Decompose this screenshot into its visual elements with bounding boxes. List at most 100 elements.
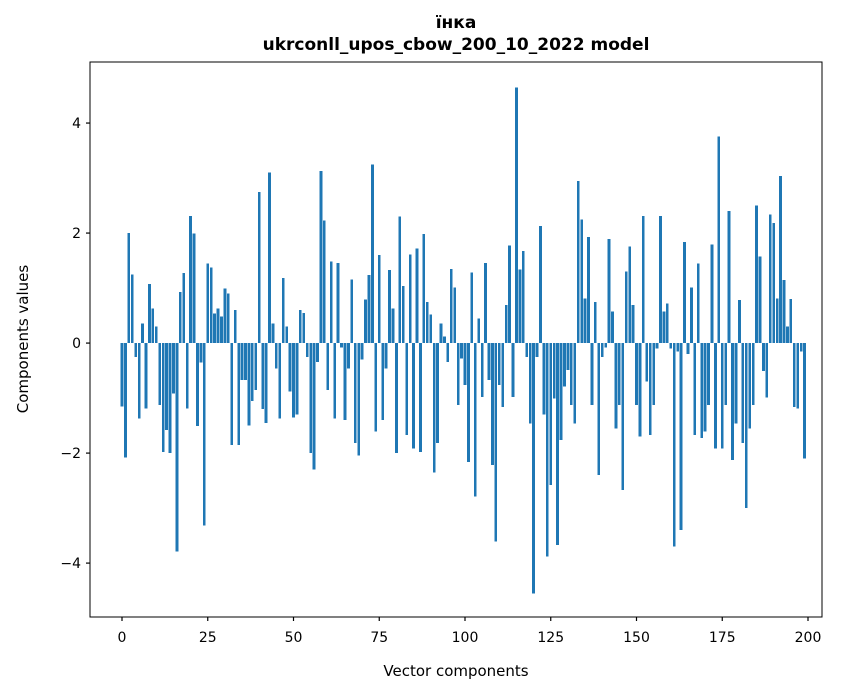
bar [247, 343, 251, 426]
bar [580, 219, 583, 344]
bar [765, 343, 769, 398]
bar [748, 343, 752, 429]
y-tick-label: 4 [72, 116, 81, 132]
bar [326, 343, 330, 390]
bar [391, 308, 395, 344]
bar [302, 312, 306, 344]
x-tick-label: 0 [118, 630, 127, 646]
bar [185, 343, 189, 409]
bar [738, 300, 741, 344]
bar [655, 343, 659, 349]
bar [621, 343, 625, 490]
bar [257, 191, 261, 344]
bar [518, 269, 522, 344]
bar [295, 343, 299, 415]
bar [347, 343, 350, 369]
bar [350, 279, 354, 344]
bar [237, 343, 240, 445]
bar [412, 343, 415, 449]
bar [172, 343, 175, 394]
bar [714, 343, 717, 449]
bar [360, 343, 364, 360]
bar [803, 343, 806, 459]
bar [641, 216, 645, 344]
bar [515, 87, 518, 344]
bar [569, 343, 573, 406]
bar [278, 343, 282, 419]
bar [124, 343, 127, 458]
bar [333, 343, 337, 419]
bar [539, 225, 542, 344]
bar [151, 308, 155, 344]
bar [693, 343, 697, 435]
bar [271, 323, 275, 344]
x-axis-label: Vector components [383, 662, 528, 680]
bar [779, 175, 782, 344]
bar [573, 343, 577, 424]
bar [384, 343, 388, 369]
bar [587, 236, 590, 344]
bar [182, 273, 186, 344]
bar [552, 343, 556, 399]
bar [731, 343, 734, 461]
bar [473, 343, 477, 497]
bar [274, 343, 278, 369]
x-tick-label: 25 [199, 630, 217, 646]
bar [202, 343, 206, 526]
bar [209, 267, 213, 344]
bar [624, 271, 628, 344]
bar [401, 285, 405, 344]
bar [690, 287, 693, 344]
bar [165, 343, 168, 430]
bar [388, 269, 391, 344]
bar [710, 244, 714, 344]
bar [425, 301, 429, 344]
bar [648, 343, 652, 435]
bar [535, 343, 539, 357]
bar [281, 278, 285, 344]
bar [377, 255, 381, 344]
bar [679, 343, 683, 531]
bar [216, 308, 220, 344]
axes-frame [89, 61, 823, 618]
bar [717, 136, 721, 344]
bar [189, 216, 192, 344]
bar [501, 343, 505, 407]
chart-title-word: їнка [436, 13, 477, 33]
bar [724, 343, 728, 406]
bar [343, 343, 347, 421]
bar [508, 245, 511, 344]
x-tick-label: 50 [285, 630, 303, 646]
bar [491, 343, 494, 466]
bar [408, 254, 412, 344]
bar [419, 343, 422, 452]
bar [477, 318, 481, 344]
bar [395, 343, 398, 454]
bar [223, 288, 227, 344]
bar [638, 343, 642, 437]
bar [192, 233, 196, 344]
bar [497, 343, 501, 385]
bar [563, 343, 566, 387]
bar [148, 284, 151, 344]
bar [422, 234, 426, 344]
bar [607, 239, 611, 344]
bar [233, 310, 237, 344]
bar [782, 279, 786, 344]
bar [220, 316, 223, 344]
bar [130, 274, 134, 344]
y-tick-label: 0 [72, 336, 81, 352]
bar [449, 268, 453, 344]
bar [604, 343, 607, 348]
bar [590, 343, 594, 406]
bar [545, 343, 549, 557]
bar [772, 223, 776, 344]
bar [786, 326, 789, 344]
bar [244, 343, 247, 380]
bar [635, 343, 638, 406]
bar [566, 343, 570, 371]
bar [463, 343, 467, 385]
bar [755, 205, 758, 344]
